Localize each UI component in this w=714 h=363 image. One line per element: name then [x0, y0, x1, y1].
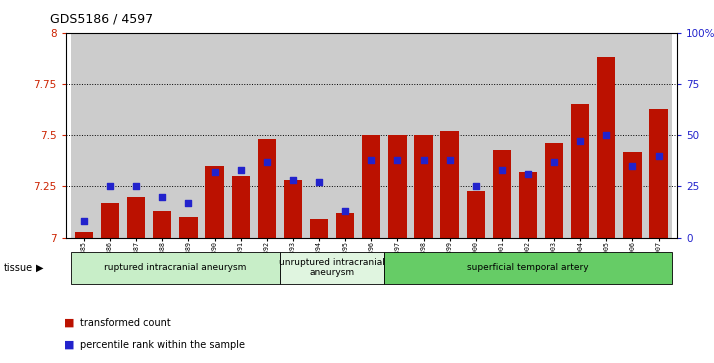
FancyBboxPatch shape: [384, 252, 672, 284]
Bar: [541, 33, 567, 238]
Text: percentile rank within the sample: percentile rank within the sample: [80, 340, 245, 350]
Point: [313, 179, 325, 185]
Bar: [384, 33, 411, 238]
Point: [575, 138, 586, 144]
Text: ■: ■: [64, 318, 75, 328]
Text: unruptured intracranial
aneurysm: unruptured intracranial aneurysm: [279, 258, 385, 277]
Bar: [176, 33, 201, 238]
Bar: [545, 143, 563, 238]
Bar: [623, 152, 642, 238]
Text: superficial temporal artery: superficial temporal artery: [467, 263, 589, 272]
Bar: [441, 131, 459, 238]
Bar: [489, 33, 515, 238]
Bar: [463, 33, 489, 238]
Bar: [515, 33, 541, 238]
Point: [366, 157, 377, 163]
Bar: [149, 33, 176, 238]
Bar: [253, 33, 280, 238]
Bar: [71, 33, 97, 238]
Bar: [593, 33, 620, 238]
Bar: [467, 191, 485, 238]
Bar: [332, 33, 358, 238]
Point: [287, 178, 298, 183]
Bar: [411, 33, 436, 238]
Point: [600, 132, 612, 138]
Point: [183, 200, 194, 206]
Point: [470, 184, 481, 189]
Text: ■: ■: [64, 340, 75, 350]
Text: GDS5186 / 4597: GDS5186 / 4597: [50, 13, 153, 26]
Point: [522, 171, 533, 177]
Text: tissue: tissue: [4, 263, 33, 273]
Point: [79, 219, 90, 224]
Bar: [231, 176, 250, 238]
Bar: [336, 213, 354, 238]
Point: [156, 194, 168, 200]
Bar: [645, 33, 672, 238]
Point: [627, 163, 638, 169]
Bar: [97, 33, 123, 238]
Bar: [123, 33, 149, 238]
Point: [339, 208, 351, 214]
Bar: [388, 135, 406, 238]
Bar: [228, 33, 253, 238]
Point: [261, 159, 273, 165]
Bar: [567, 33, 593, 238]
Bar: [358, 33, 384, 238]
Bar: [306, 33, 332, 238]
Bar: [101, 203, 119, 238]
Bar: [206, 166, 223, 238]
Bar: [414, 135, 433, 238]
Bar: [154, 211, 171, 238]
FancyBboxPatch shape: [71, 252, 280, 284]
Text: ▶: ▶: [36, 263, 44, 273]
Bar: [179, 217, 198, 238]
Bar: [258, 139, 276, 238]
Bar: [650, 109, 668, 238]
Bar: [436, 33, 463, 238]
Bar: [571, 105, 589, 238]
Point: [548, 159, 560, 165]
Point: [653, 153, 664, 159]
Point: [444, 157, 456, 163]
Point: [235, 167, 246, 173]
Bar: [362, 135, 381, 238]
Point: [104, 184, 116, 189]
Bar: [620, 33, 645, 238]
Bar: [597, 57, 615, 238]
Bar: [127, 197, 146, 238]
Bar: [201, 33, 228, 238]
FancyBboxPatch shape: [280, 252, 384, 284]
Bar: [310, 219, 328, 238]
Point: [209, 169, 221, 175]
Point: [496, 167, 508, 173]
Bar: [75, 232, 93, 238]
Bar: [280, 33, 306, 238]
Text: ruptured intracranial aneurysm: ruptured intracranial aneurysm: [104, 263, 246, 272]
Bar: [519, 172, 537, 238]
Text: transformed count: transformed count: [80, 318, 171, 328]
Point: [418, 157, 429, 163]
Point: [392, 157, 403, 163]
Bar: [493, 150, 511, 238]
Bar: [283, 180, 302, 238]
Point: [131, 184, 142, 189]
